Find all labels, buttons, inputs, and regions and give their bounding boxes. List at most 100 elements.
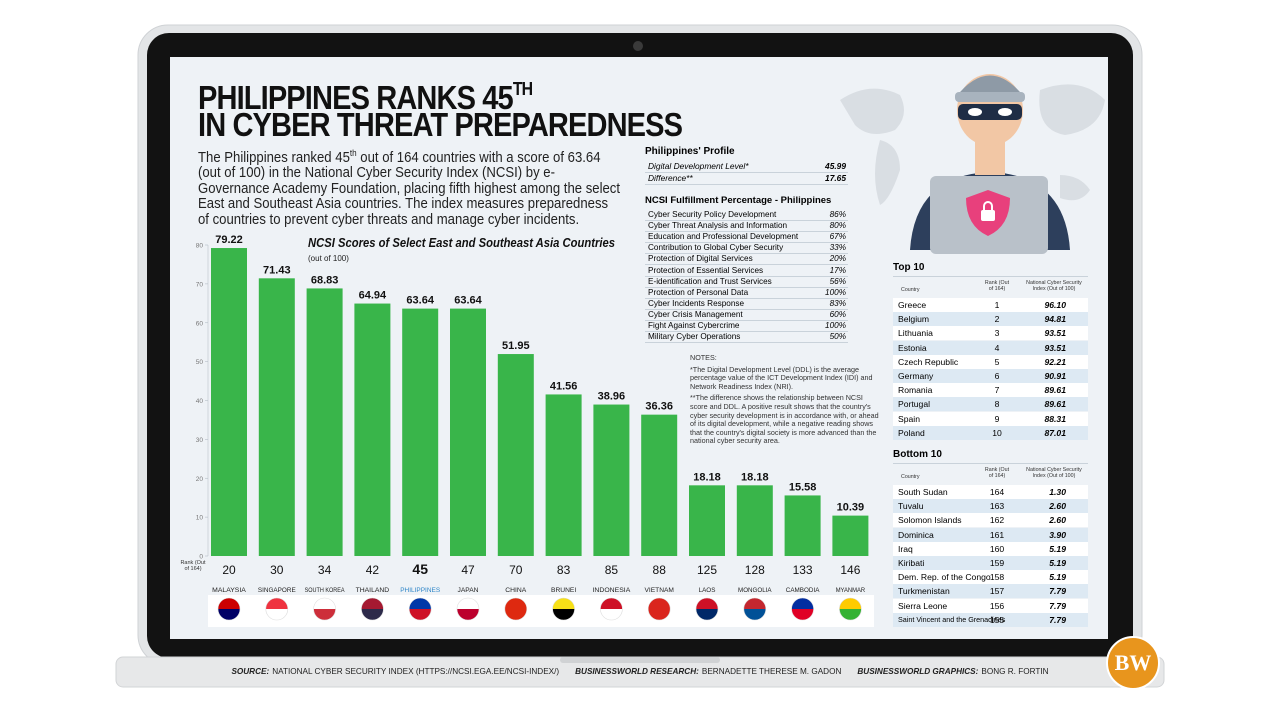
rank: 85 (605, 563, 619, 577)
table-row: Dominica 161 3.90 (893, 527, 1088, 542)
fulfillment-value: 60% (829, 309, 846, 319)
flag-bottom (313, 609, 336, 621)
fulfillment-label: E-identification and Trust Services (648, 276, 772, 286)
value-label: 79.22 (215, 234, 243, 246)
x-tick-label: SINGAPORE (258, 587, 296, 594)
table-row: Lithuania 3 93.51 (893, 326, 1088, 341)
table-title: Top 10 (893, 262, 925, 273)
rank: 156 (989, 600, 1005, 611)
headline-line2: IN CYBER THREAT PREPAREDNESS (198, 106, 683, 143)
index-score: 94.81 (1044, 314, 1066, 325)
flag-outline (504, 597, 528, 621)
rank: 10 (992, 427, 1002, 438)
bar (784, 495, 821, 556)
flag-bottom (457, 609, 479, 620)
flag-bottom (409, 609, 432, 621)
fulfillment-value: 100% (825, 287, 846, 297)
x-tick-label: MONGOLIA (738, 587, 772, 594)
fulfillment-label: Cyber Incidents Response (648, 298, 745, 308)
index-score: 90.91 (1044, 371, 1066, 381)
bar (450, 308, 486, 556)
x-tick-label: THAILAND (356, 587, 390, 594)
country: Greece (898, 300, 927, 310)
flag-bottom (504, 609, 527, 621)
rank: 9 (994, 413, 1000, 424)
value-label: 36.36 (645, 401, 673, 413)
flag-bottom (361, 609, 384, 621)
bar (306, 288, 343, 556)
flag-top (839, 598, 862, 609)
fulfillment-value: 50% (829, 332, 846, 342)
table-header: Country Rank (Out of 164) National Cyber S… (893, 276, 1088, 299)
rank: 159 (989, 558, 1005, 568)
table-row: Solomon Islands 162 2.60 (893, 513, 1088, 528)
index-score: 88.31 (1044, 413, 1066, 424)
fulfillment-label: Education and Professional Development (648, 232, 799, 242)
index-score: 7.79 (1049, 586, 1066, 597)
flag-bottom (218, 609, 240, 620)
rank: 158 (989, 572, 1005, 583)
rank: 160 (989, 543, 1005, 554)
x-tick-label: SOUTH KOREA (305, 587, 346, 594)
country: Germany (898, 371, 934, 381)
index-score: 7.79 (1049, 614, 1066, 625)
table-row: Germany 6 90.91 (893, 369, 1088, 383)
index-score: 87.01 (1044, 427, 1066, 438)
value-label: 68.83 (311, 274, 339, 286)
x-tick-label: MYANMAR (836, 587, 866, 594)
note: **The difference shows the relationship … (690, 393, 879, 446)
profile-row: Difference** 17.65 (645, 173, 848, 185)
fulfillment-label: Cyber Crisis Management (648, 309, 743, 319)
country: Romania (898, 385, 933, 396)
flag-outline (695, 597, 719, 621)
fulfillment-label: Protection of Personal Data (648, 287, 749, 297)
flag-bottom (552, 609, 575, 621)
column-header: Country (901, 474, 920, 480)
table-row: Estonia 4 93.51 (893, 340, 1088, 355)
flag-top (457, 598, 479, 609)
table-row: Dem. Rep. of the Congo 158 5.19 (893, 570, 1088, 585)
logo-badge (1106, 636, 1160, 690)
y-tick-label: 20 (196, 476, 204, 483)
rank: 47 (461, 563, 475, 577)
rank: 133 (793, 563, 813, 577)
flag-outline (456, 597, 480, 621)
table-row: Belgium 2 94.81 (893, 312, 1088, 327)
fulfillment-value: 17% (829, 265, 846, 275)
rank: 4 (994, 342, 1000, 353)
fulfillment-row: E-identification and Trust Services 56% (645, 276, 848, 288)
flag-bottom (743, 609, 766, 621)
country: Poland (898, 427, 925, 438)
rank: 1 (994, 300, 1000, 310)
hacker-illustration (910, 74, 1070, 254)
value-label: 18.18 (693, 471, 721, 483)
bar (545, 394, 582, 556)
rank: 6 (994, 371, 1000, 381)
credit-value: BERNADETTE THERESE M. GADON (701, 667, 842, 676)
y-tick-label: 70 (196, 281, 204, 288)
column-header: National Cyber Security Index (Out of 10… (1026, 280, 1082, 292)
flag-top (552, 598, 575, 609)
column-header: Rank (Out of 164) (984, 280, 1010, 292)
flag-outline (217, 597, 241, 621)
bar (258, 278, 295, 556)
index-score: 3.90 (1049, 529, 1066, 540)
table-title: Bottom 10 (893, 449, 942, 460)
index-score: 7.79 (1049, 600, 1066, 611)
country: Turkmenistan (898, 586, 950, 597)
fulfillment-box: NCSI Fulfillment Percentage - Philippine… (645, 195, 848, 345)
rank: 20 (222, 563, 236, 577)
profile-value: 17.65 (825, 173, 846, 183)
logo-text: BW (1115, 650, 1152, 675)
rank: 146 (840, 563, 860, 577)
laptop-notch (560, 657, 720, 663)
table-row: Turkmenistan 157 7.79 (893, 584, 1088, 599)
fulfillment-row: Cyber Crisis Management 60% (645, 309, 848, 321)
index-score: 5.19 (1049, 572, 1066, 583)
bar (736, 485, 773, 556)
index-score: 93.51 (1044, 328, 1066, 339)
value-label: 64.94 (359, 290, 387, 302)
fulfillment-row: Fight Against Cybercrime 100% (645, 320, 848, 332)
flag-bottom (791, 609, 814, 621)
